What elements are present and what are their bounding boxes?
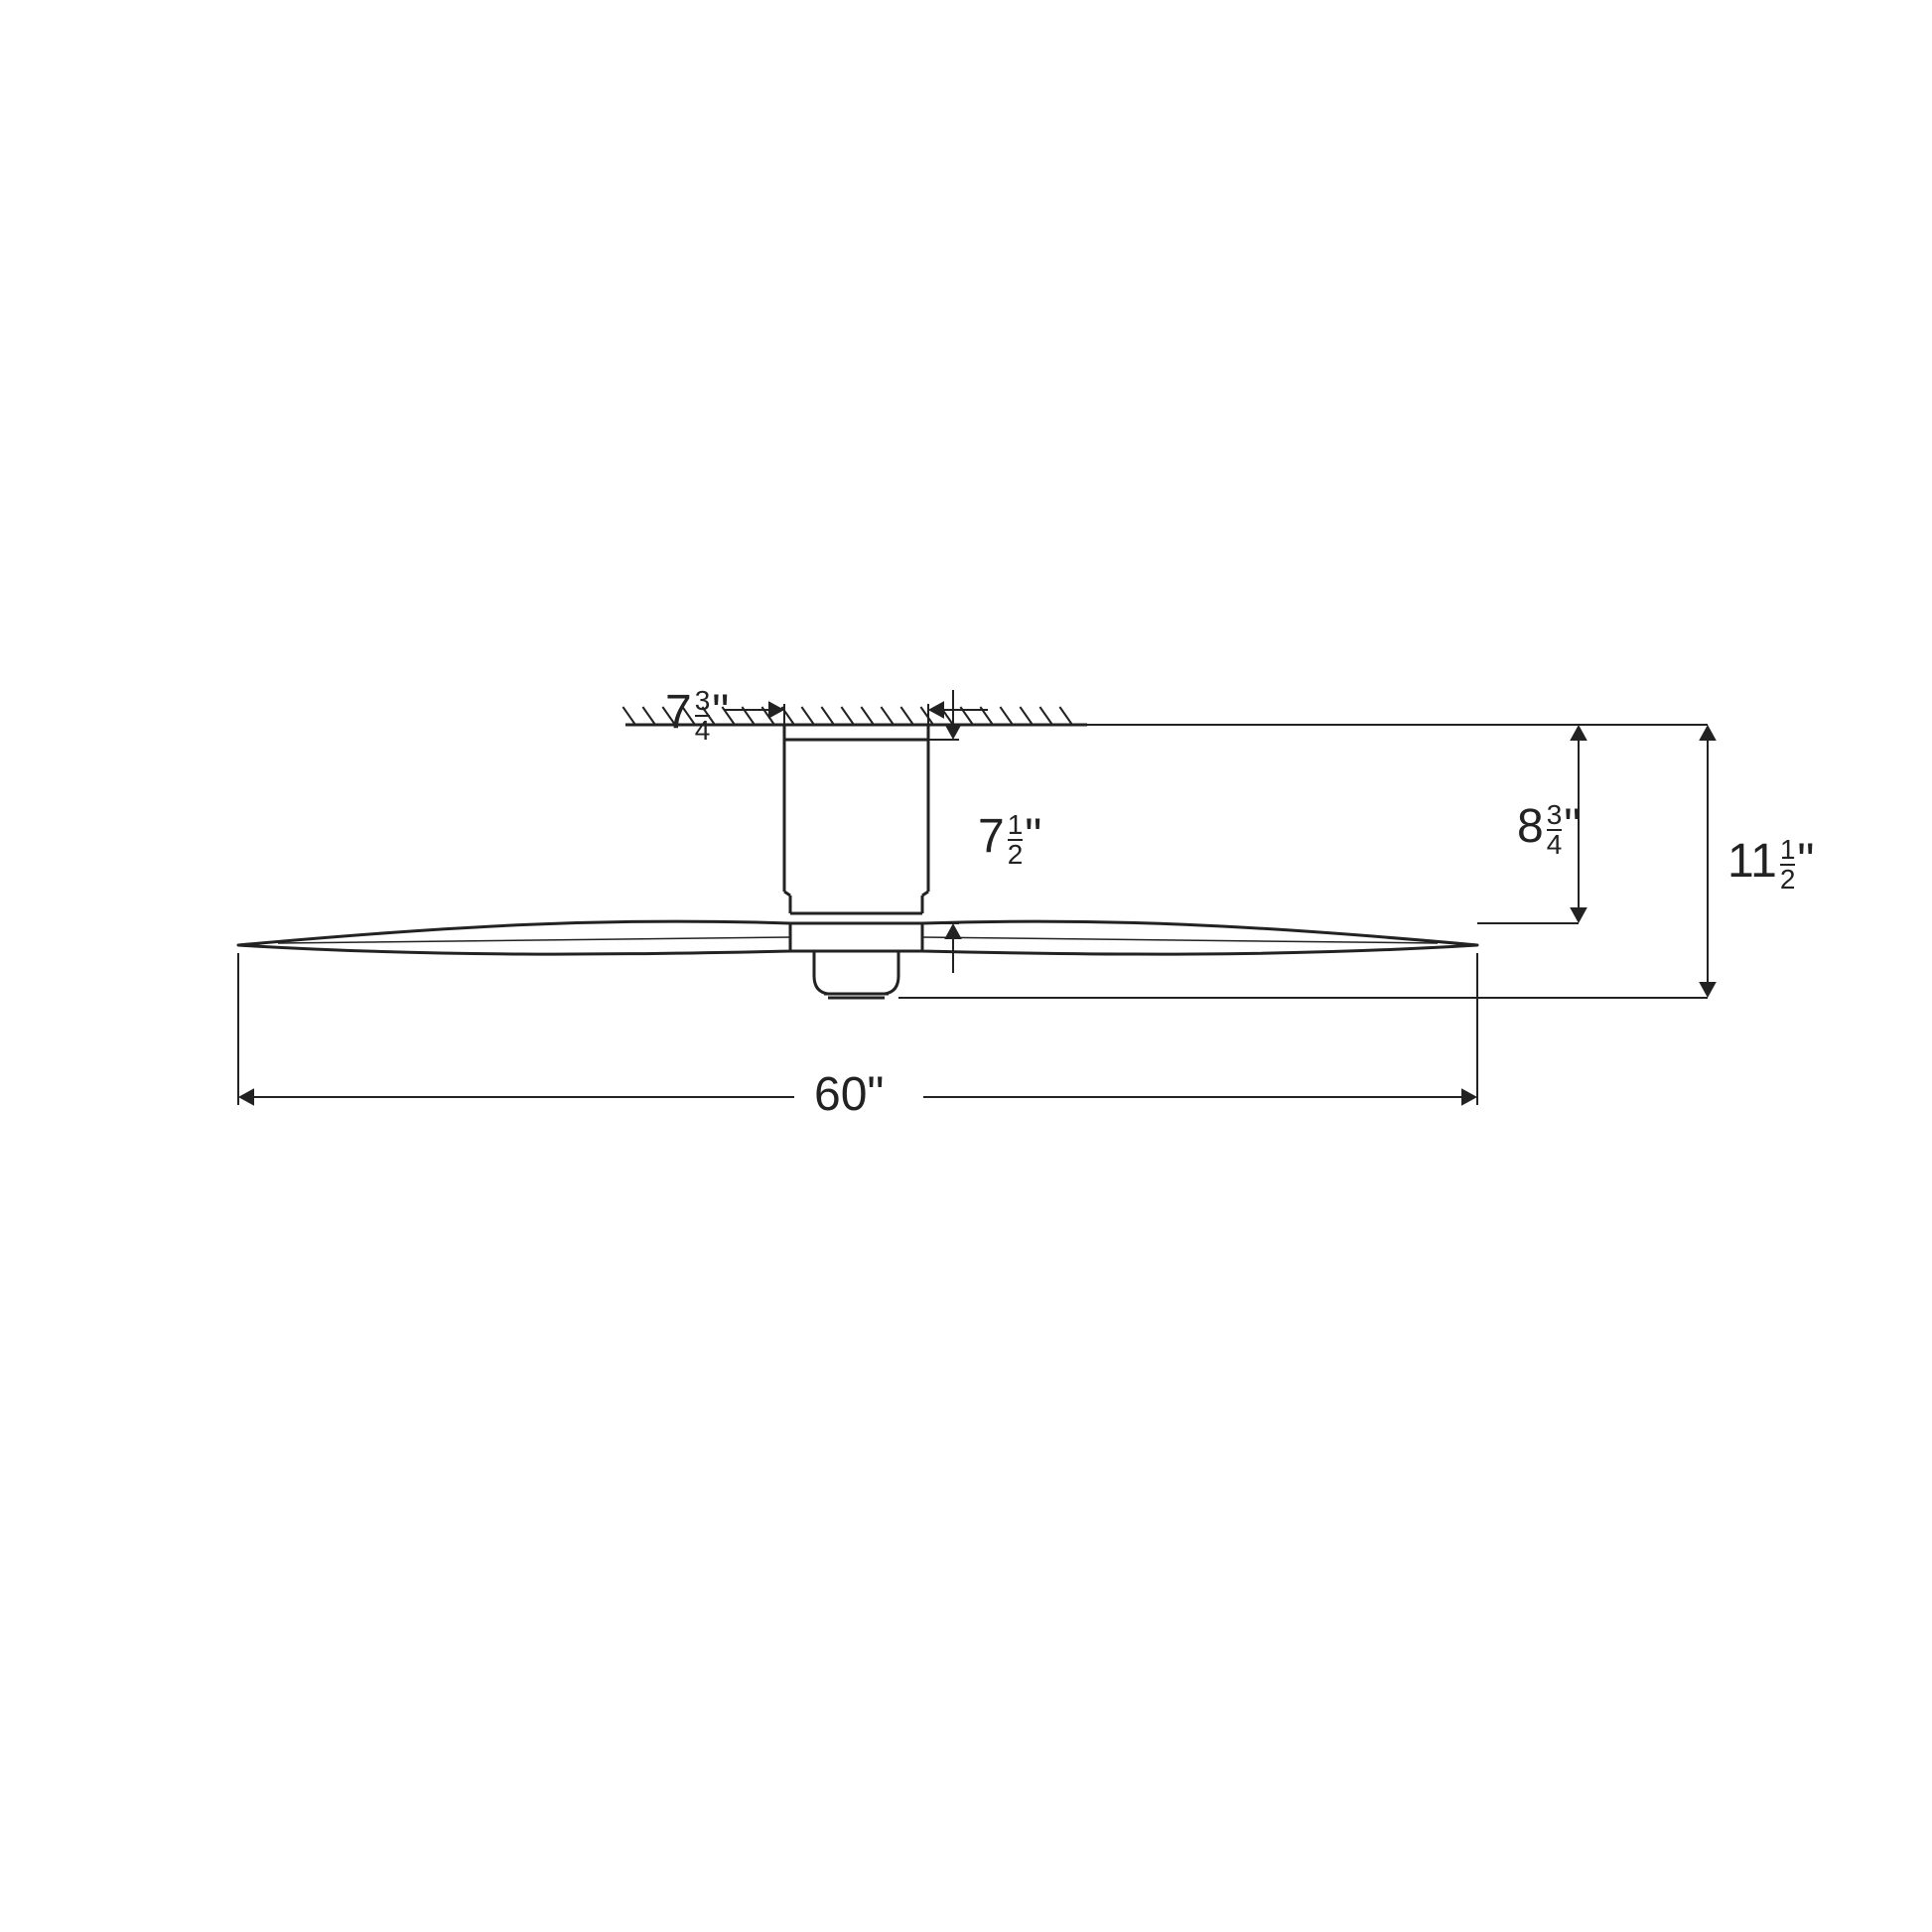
dim-total-height-label: 11 12 ": [1727, 834, 1814, 892]
drawing-svg: [0, 0, 1932, 1932]
dimension-drawing: 7 34 " 7 12 " 60" 8 34 " 11 12 ": [0, 0, 1932, 1932]
dim-canopy-width-label: 7 34 ": [665, 685, 729, 743]
dim-canopy-height-label: 7 12 ": [978, 809, 1041, 867]
dim-body-height-label: 8 34 ": [1517, 799, 1581, 857]
dim-blade-span-label: 60": [814, 1067, 884, 1122]
